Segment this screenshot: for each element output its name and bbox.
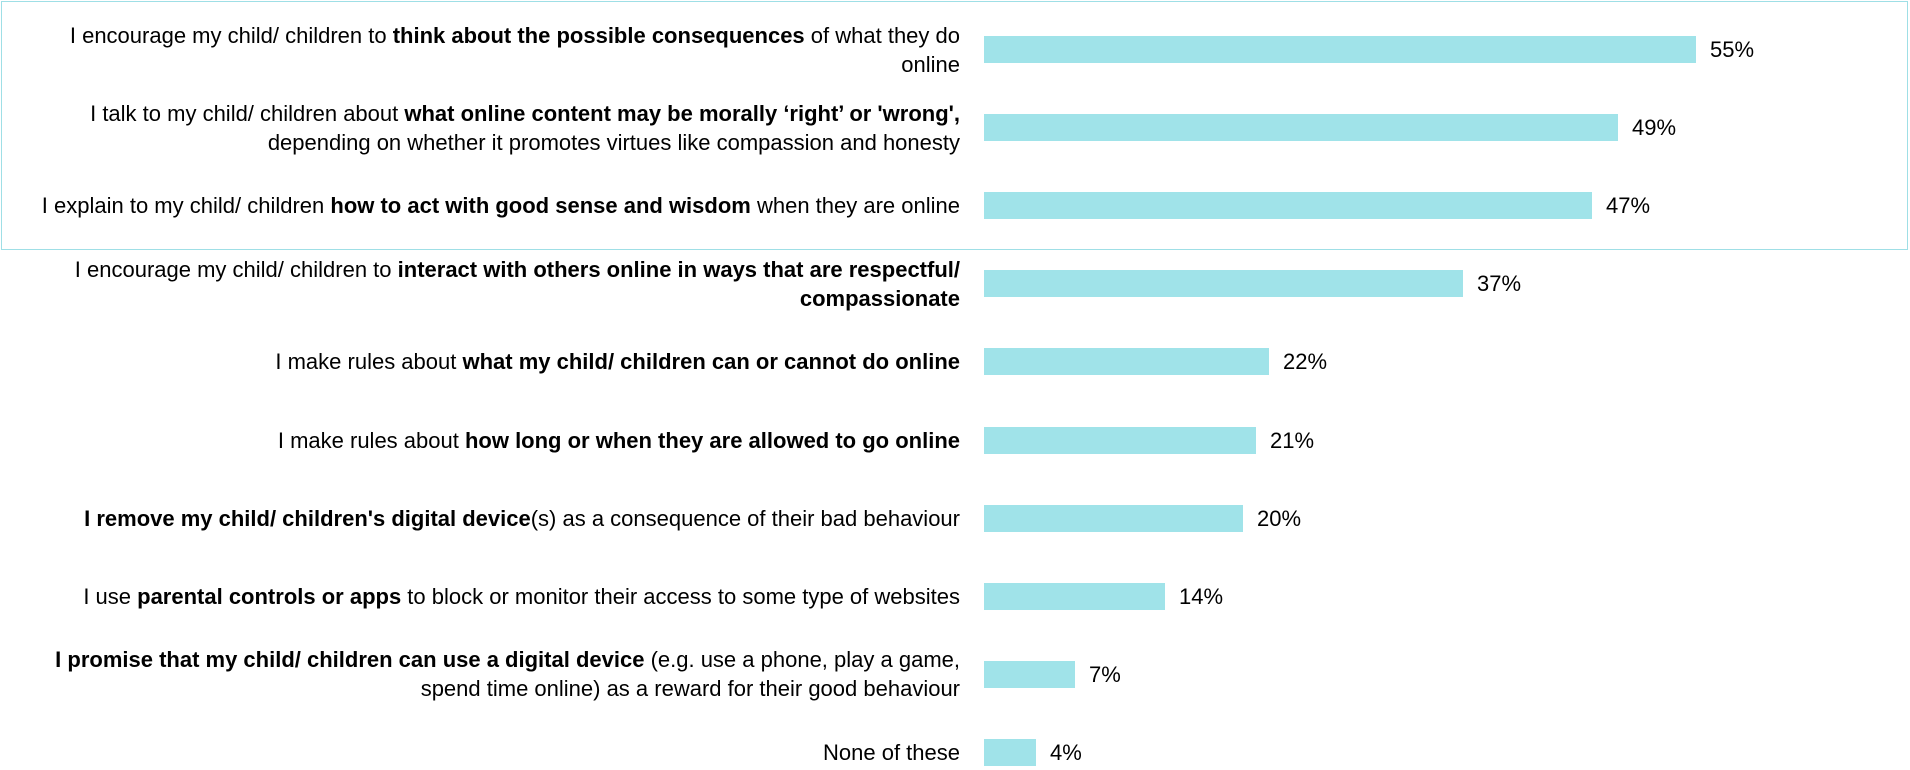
category-label-segment: what my child/ children can or cannot do… <box>462 349 960 374</box>
category-label-segment: (e.g. use a phone, play a game, spend ti… <box>420 647 960 701</box>
category-label-segment: I make rules about <box>275 349 463 374</box>
category-label-segment: I make rules about <box>277 428 465 453</box>
category-label: I use parental controls or apps to block… <box>30 582 960 611</box>
category-label-segment: (s) as a consequence of their bad behavi… <box>530 506 960 531</box>
category-label-segment: what online content may be morally ‘righ… <box>404 101 960 126</box>
category-label-segment: I use <box>83 584 138 609</box>
value-label: 20% <box>1257 506 1302 531</box>
category-label: None of these <box>30 738 960 767</box>
category-label-segment: interact with others online in ways that… <box>397 257 960 311</box>
bar <box>984 427 1256 454</box>
value-label: 7% <box>1089 662 1121 687</box>
category-label-segment: None of these <box>823 740 960 765</box>
category-label: I talk to my child/ children about what … <box>30 99 960 157</box>
highlight-box <box>1 1 1908 250</box>
category-label-segment: I remove my child/ children's digital de… <box>84 506 531 531</box>
value-label: 4% <box>1050 740 1082 765</box>
category-label-segment: I encourage my child/ children to <box>69 23 393 48</box>
bar <box>984 661 1075 688</box>
bar <box>984 36 1696 63</box>
category-label: I explain to my child/ children how to a… <box>30 191 960 220</box>
category-label-segment: of what they do online <box>804 23 960 77</box>
category-label-segment: parental controls or apps <box>137 584 402 609</box>
value-label: 37% <box>1477 271 1522 296</box>
bar <box>984 114 1618 141</box>
value-label: 55% <box>1710 37 1755 62</box>
category-label-segment: I promise that my child/ children can us… <box>55 647 645 672</box>
category-label: I remove my child/ children's digital de… <box>30 504 960 533</box>
category-label-segment: how to act with good sense and wisdom <box>330 193 751 218</box>
bar <box>984 505 1243 532</box>
category-label-segment: how long or when they are allowed to go … <box>464 428 960 453</box>
value-label: 47% <box>1606 193 1651 218</box>
value-label: 21% <box>1270 428 1315 453</box>
category-label-segment: when they are online <box>750 193 960 218</box>
category-label-segment: to block or monitor their access to some… <box>401 584 960 609</box>
category-label: I encourage my child/ children to intera… <box>30 255 960 313</box>
category-label-segment: depending on whether it promotes virtues… <box>267 130 960 155</box>
category-label-segment: I encourage my child/ children to <box>74 257 398 282</box>
category-label: I make rules about how long or when they… <box>30 426 960 455</box>
category-label: I promise that my child/ children can us… <box>30 645 960 703</box>
bar <box>984 348 1269 375</box>
category-label: I encourage my child/ children to think … <box>30 21 960 79</box>
category-label-segment: think about the possible consequences <box>392 23 805 48</box>
value-label: 49% <box>1632 115 1677 140</box>
category-label: I make rules about what my child/ childr… <box>30 347 960 376</box>
category-label-segment: I explain to my child/ children <box>41 193 331 218</box>
bar <box>984 192 1592 219</box>
value-label: 14% <box>1179 584 1224 609</box>
bar <box>984 270 1463 297</box>
category-label-segment: I talk to my child/ children about <box>90 101 405 126</box>
value-label: 22% <box>1283 349 1328 374</box>
bar <box>984 739 1036 766</box>
bar <box>984 583 1165 610</box>
